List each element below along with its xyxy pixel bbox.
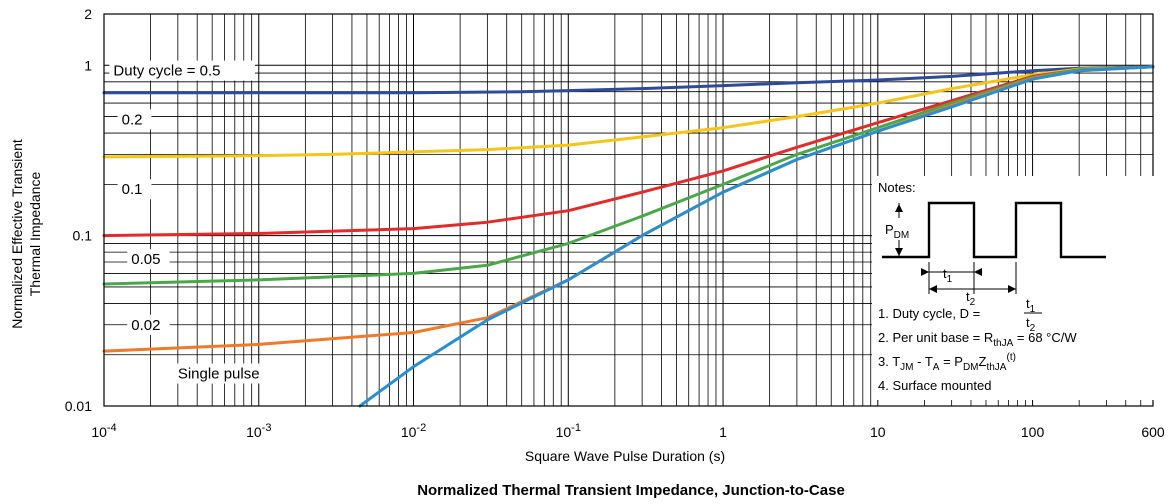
chart-title: Normalized Thermal Transient Impedance, … xyxy=(417,482,845,499)
t1-arrow-right xyxy=(974,268,982,276)
y-tick-label-0: 0.01 xyxy=(65,398,92,414)
t1-label: t1 xyxy=(943,266,953,285)
series-label-3: 0.05 xyxy=(131,251,160,268)
x-tick-label-3: 10-1 xyxy=(556,422,581,440)
pdm-label-bg xyxy=(882,218,918,240)
series-label-bg-2 xyxy=(117,179,152,200)
x-tick-label-7: 600 xyxy=(1141,424,1165,440)
y-axis-label-line2: Thermal Impedance xyxy=(27,172,43,297)
y-tick-label-3: 2 xyxy=(84,6,92,22)
y-axis-label-line1: Normalized Effective Transient xyxy=(9,139,25,329)
y-tick-label-2: 1 xyxy=(84,57,92,73)
notes-panel: Notes: PDM t1 t2 1. Duty cycle, D = t1 t… xyxy=(872,176,1154,400)
series-line-0 xyxy=(102,65,1155,95)
x-axis-label: Square Wave Pulse Duration (s) xyxy=(525,448,725,464)
x-tick-label-6: 100 xyxy=(1021,424,1045,440)
x-tick-label-1: 10-3 xyxy=(246,422,271,440)
series-label-2: 0.1 xyxy=(122,181,143,198)
t2-label: t2 xyxy=(966,289,976,308)
note-temperature-formula: 3. TJM - TA = PDMZthJA(t) xyxy=(878,352,1016,373)
pdm-label: PDM xyxy=(885,222,909,241)
series-label-bg-3 xyxy=(127,249,170,270)
series-line-5 xyxy=(358,65,1155,408)
x-tick-label-4: 1 xyxy=(719,424,727,440)
t2-arrow-left xyxy=(929,285,937,293)
series-label-bg-4 xyxy=(127,314,170,335)
series-label-5: Single pulse xyxy=(178,366,260,383)
y-tick-labels: 0.01 0.1 1 2 xyxy=(65,6,92,414)
y-tick-label-1: 0.1 xyxy=(73,228,93,244)
note-duty-denominator: t2 xyxy=(1026,315,1036,334)
x-tick-label-5: 10 xyxy=(870,424,886,440)
x-tick-label-2: 10-2 xyxy=(401,422,426,440)
series-label-bg-1 xyxy=(117,109,152,130)
series-label-1: 0.2 xyxy=(122,111,143,128)
t1-arrow-left xyxy=(921,268,929,276)
x-tick-labels: 10-4 10-3 10-2 10-1 1 10 100 600 xyxy=(91,422,1165,440)
series-label-4: 0.02 xyxy=(131,317,160,334)
pdm-arrow-top xyxy=(895,204,903,212)
note-duty-cycle: 1. Duty cycle, D = xyxy=(878,306,980,321)
notes-heading: Notes: xyxy=(878,180,916,195)
t2-arrow-right xyxy=(1008,285,1016,293)
series-label-0: Duty cycle = 0.5 xyxy=(113,63,220,80)
x-tick-label-0: 10-4 xyxy=(91,422,116,440)
series-label-bg-5 xyxy=(173,363,286,384)
pulse-waveform xyxy=(882,201,1106,259)
note-surface-mounted: 4. Surface mounted xyxy=(878,378,991,393)
pdm-arrow-bottom xyxy=(895,248,903,256)
series-layer xyxy=(102,65,1155,408)
series-line-1 xyxy=(102,65,1155,159)
series-labels: Duty cycle = 0.5 0.2 0.1 0.05 0.02 Single pul… xyxy=(109,60,286,384)
series-label-bg-0 xyxy=(109,60,255,81)
note-per-unit-base: 2. Per unit base = RthJA = 68 °C/W xyxy=(878,330,1077,349)
note-duty-numerator: t1 xyxy=(1026,296,1036,315)
